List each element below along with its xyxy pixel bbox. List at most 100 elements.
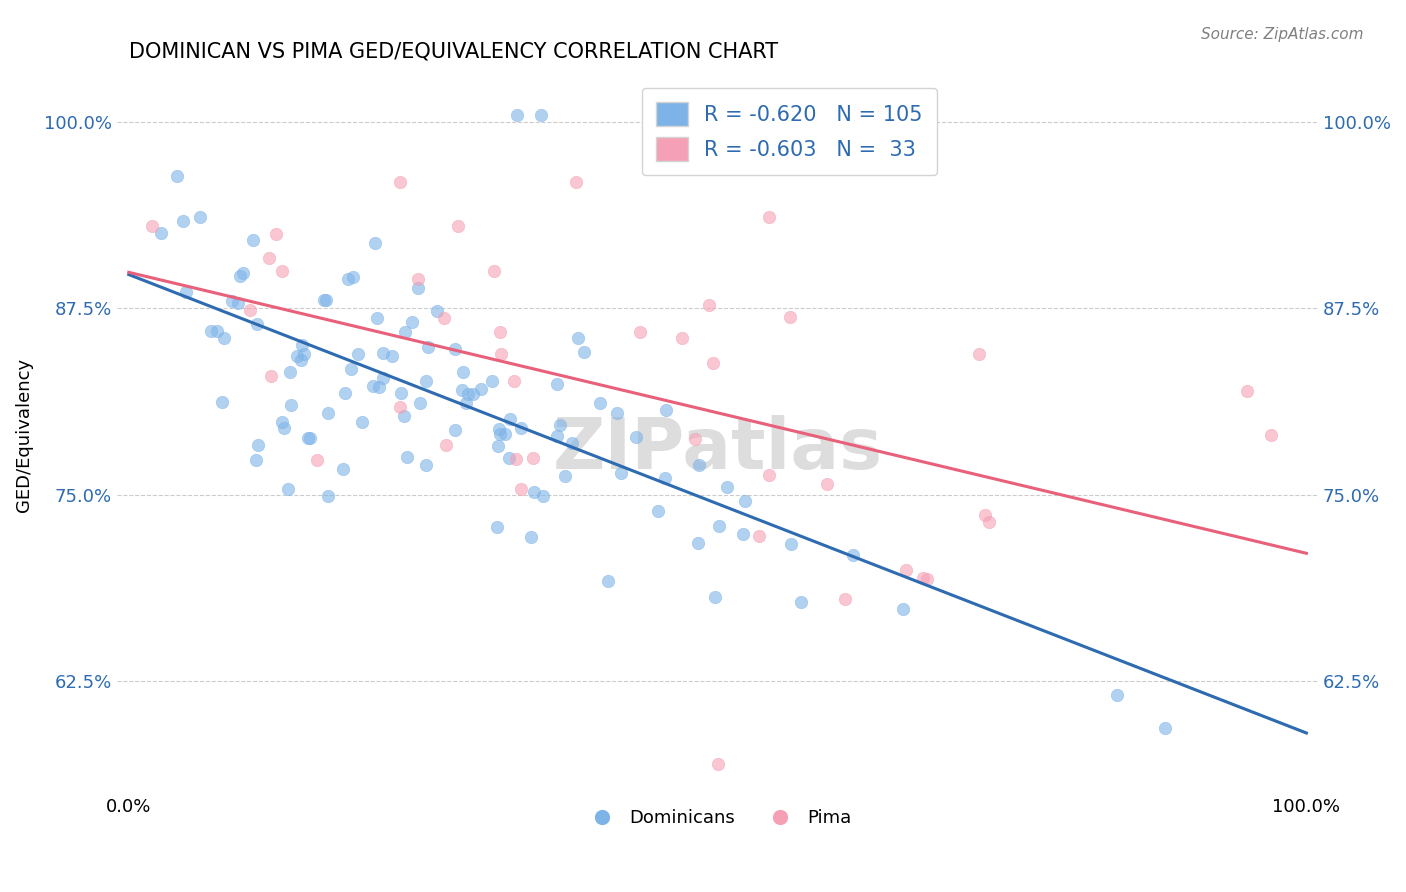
Dominicans (779, 537, 801, 551)
Dominicans (463, 387, 485, 401)
Dominicans (166, 169, 188, 183)
Pima (706, 756, 728, 771)
Pima (406, 272, 429, 286)
Pima (1260, 428, 1282, 442)
Pima (510, 483, 533, 497)
Dominicans (443, 343, 465, 357)
Dominicans (211, 395, 233, 409)
Dominicans (426, 304, 449, 318)
Dominicans (280, 398, 302, 412)
Dominicans (647, 504, 669, 518)
Pima (779, 310, 801, 325)
Pima (671, 331, 693, 345)
Dominicans (481, 374, 503, 388)
Pima (565, 175, 588, 189)
Dominicans (1105, 688, 1128, 702)
Dominicans (277, 483, 299, 497)
Dominicans (655, 403, 678, 417)
Pima (141, 219, 163, 234)
Dominicans (221, 293, 243, 308)
Dominicans (232, 266, 254, 280)
Dominicans (606, 407, 628, 421)
Pima (697, 298, 720, 312)
Dominicans (290, 352, 312, 367)
Dominicans (546, 376, 568, 391)
Dominicans (150, 226, 173, 240)
Pima (522, 450, 544, 465)
Pima (388, 175, 411, 189)
Dominicans (299, 431, 322, 445)
Y-axis label: GED/Equivalency: GED/Equivalency (15, 359, 32, 512)
Dominicans (654, 470, 676, 484)
Dominicans (610, 466, 633, 480)
Dominicans (486, 439, 509, 453)
Dominicans (364, 235, 387, 250)
Pima (505, 451, 527, 466)
Dominicans (841, 549, 863, 563)
Dominicans (453, 366, 475, 380)
Pima (911, 570, 934, 584)
Dominicans (550, 418, 572, 433)
Dominicans (172, 214, 194, 228)
Dominicans (523, 485, 546, 500)
Pima (815, 476, 838, 491)
Pima (915, 572, 938, 586)
Pima (758, 468, 780, 483)
Pima (967, 346, 990, 360)
Dominicans (704, 591, 727, 605)
Dominicans (229, 269, 252, 284)
Pima (748, 529, 770, 543)
Text: Source: ZipAtlas.com: Source: ZipAtlas.com (1201, 27, 1364, 42)
Dominicans (572, 345, 595, 359)
Dominicans (207, 324, 229, 338)
Dominicans (891, 602, 914, 616)
Dominicans (451, 383, 474, 397)
Dominicans (291, 338, 314, 352)
Dominicans (415, 374, 437, 388)
Pima (974, 508, 997, 523)
Dominicans (200, 324, 222, 338)
Dominicans (294, 347, 316, 361)
Dominicans (510, 421, 533, 435)
Dominicans (485, 520, 508, 534)
Dominicans (332, 461, 354, 475)
Dominicans (278, 365, 301, 379)
Pima (628, 325, 651, 339)
Dominicans (530, 107, 553, 121)
Dominicans (392, 409, 415, 423)
Dominicans (316, 406, 339, 420)
Pima (502, 374, 524, 388)
Dominicans (212, 331, 235, 345)
Dominicans (245, 453, 267, 467)
Dominicans (561, 436, 583, 450)
Pima (1236, 384, 1258, 398)
Pima (259, 252, 281, 266)
Dominicans (494, 427, 516, 442)
Dominicans (415, 458, 437, 472)
Dominicans (394, 325, 416, 339)
Dominicans (190, 210, 212, 224)
Dominicans (315, 293, 337, 307)
Pima (482, 264, 505, 278)
Pima (702, 356, 724, 370)
Dominicans (312, 293, 335, 307)
Dominicans (381, 349, 404, 363)
Dominicans (367, 380, 389, 394)
Dominicans (1153, 721, 1175, 735)
Dominicans (401, 315, 423, 329)
Legend: Dominicans, Pima: Dominicans, Pima (576, 802, 859, 834)
Pima (834, 591, 856, 606)
Dominicans (333, 385, 356, 400)
Dominicans (688, 458, 710, 473)
Dominicans (242, 233, 264, 247)
Dominicans (285, 349, 308, 363)
Dominicans (395, 450, 418, 464)
Dominicans (790, 594, 813, 608)
Pima (894, 563, 917, 577)
Dominicans (624, 430, 647, 444)
Pima (266, 227, 288, 242)
Dominicans (339, 362, 361, 376)
Dominicans (366, 310, 388, 325)
Dominicans (454, 396, 477, 410)
Dominicans (731, 527, 754, 541)
